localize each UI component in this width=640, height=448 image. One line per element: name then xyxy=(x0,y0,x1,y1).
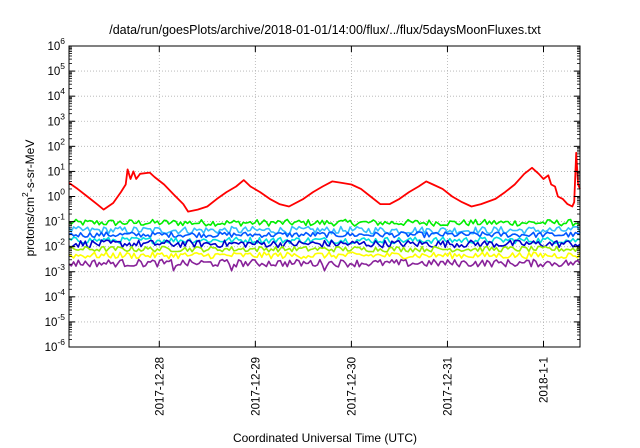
y-tick-label: 101 xyxy=(47,161,65,178)
chart-title: /data/run/goesPlots/archive/2018-01-01/1… xyxy=(109,23,541,37)
y-tick-label: 10-6 xyxy=(45,337,66,354)
y-tick-label: 10-5 xyxy=(45,312,66,329)
x-axis-label: Coordinated Universal Time (UTC) xyxy=(233,431,417,445)
x-tick-label: 2017-12-30 xyxy=(346,357,358,416)
series-line xyxy=(68,231,581,239)
series-line xyxy=(68,218,581,227)
y-axis-label: protons/cm2-s-sr-MeV xyxy=(20,140,37,257)
grid-lines xyxy=(69,46,580,347)
y-tick-label: 10-2 xyxy=(45,237,66,254)
y-tick-label: 105 xyxy=(47,61,65,78)
y-tick-label: 104 xyxy=(47,86,65,103)
y-axis: 10-6 10-5 10-4 10-3 10-2 10-1 100 101 102 103 104 1… xyxy=(45,36,580,354)
series-line xyxy=(68,258,581,272)
y-tick-label: 102 xyxy=(47,136,65,153)
series-line xyxy=(68,225,581,235)
y-tick-label: 103 xyxy=(47,111,65,128)
y-tick-label: 10-1 xyxy=(45,212,66,229)
x-tick-label: 2017-12-31 xyxy=(442,357,454,416)
x-tick-label: 2018-1-1 xyxy=(539,357,551,403)
series-lines xyxy=(68,151,581,272)
y-tick-label: 100 xyxy=(47,187,65,204)
x-axis: 2017-12-28 2017-12-29 2017-12-30 2017-12-31… xyxy=(154,46,551,416)
x-tick-label: 2017-12-28 xyxy=(154,357,166,416)
series-line xyxy=(68,239,581,249)
x-tick-label: 2017-12-29 xyxy=(250,357,262,416)
series-line xyxy=(68,151,581,213)
series-line xyxy=(68,245,581,253)
y-tick-label: 106 xyxy=(47,36,65,53)
y-tick-label: 10-4 xyxy=(45,287,66,304)
series-line xyxy=(68,251,581,260)
y-tick-label: 10-3 xyxy=(45,262,66,279)
